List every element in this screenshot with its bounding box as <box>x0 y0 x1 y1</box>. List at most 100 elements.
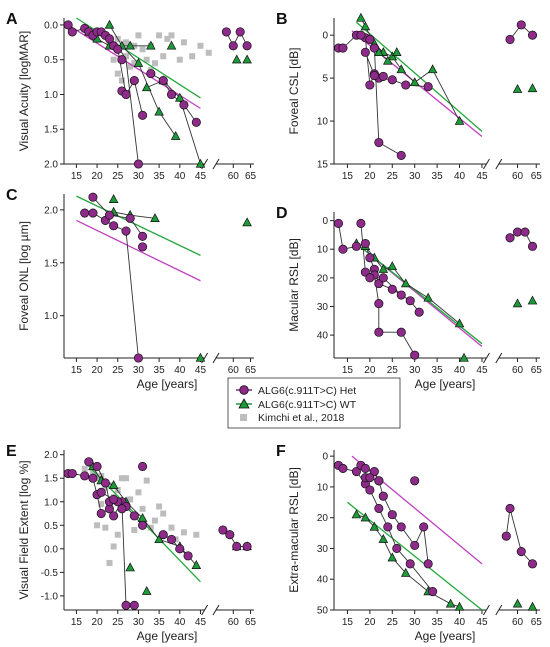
axis-break-mark <box>212 604 220 616</box>
panel-letter: C <box>6 187 18 204</box>
x-tick-label: 30 <box>409 171 421 182</box>
kimchi-point <box>189 53 196 60</box>
x-tick-label: 45 <box>476 617 488 628</box>
het-point <box>396 522 406 532</box>
het-point <box>129 76 139 86</box>
wt-point <box>133 57 144 67</box>
het-point <box>338 463 348 474</box>
x-tick-label: 65 <box>245 617 257 628</box>
het-connecting-line <box>92 196 143 237</box>
kimchi-point <box>160 53 167 60</box>
het-point <box>104 210 115 220</box>
het-point <box>221 27 231 37</box>
het-point <box>117 55 127 65</box>
x-tick-label: 20 <box>92 365 104 376</box>
kimchi-point <box>180 39 187 46</box>
y-tick-label: 40 <box>317 331 329 342</box>
x-tick-label: 40 <box>454 365 466 376</box>
x-tick-label: 15 <box>342 171 354 182</box>
het-point <box>501 531 511 541</box>
x-tick-label: 25 <box>112 617 124 628</box>
x-axis-title: Age [years] <box>137 629 198 643</box>
wt-point <box>356 12 366 22</box>
wt-point <box>512 598 523 608</box>
axis-break-mark <box>483 604 490 616</box>
kimchi-point <box>176 56 183 63</box>
wt-point <box>512 84 523 93</box>
het-point <box>505 34 515 45</box>
y-tick-label: 15 <box>317 160 329 171</box>
x-tick-label: 30 <box>133 171 145 182</box>
y-tick-label: -0.5 <box>41 568 59 579</box>
het-point <box>527 241 538 251</box>
x-tick-label: 25 <box>387 365 399 376</box>
y-tick-label: 1.0 <box>44 497 58 508</box>
kimchi-point <box>110 543 117 550</box>
het-point <box>133 353 143 363</box>
y-tick-label: 2.0 <box>44 450 58 461</box>
wt-point <box>195 158 206 168</box>
kimchi-point <box>114 531 121 538</box>
kimchi-point <box>160 510 167 517</box>
het-point <box>365 34 375 45</box>
het-point <box>365 473 375 483</box>
het-point <box>520 227 530 237</box>
het-point <box>242 41 252 51</box>
kimchi-point <box>123 39 130 46</box>
het-point <box>387 284 397 294</box>
x-tick-label: 20 <box>364 365 376 376</box>
wt-point <box>512 298 523 308</box>
y-tick-label: 30 <box>317 302 329 313</box>
het-point <box>129 511 139 521</box>
het-point <box>138 461 148 472</box>
het-point <box>378 491 388 501</box>
panel-d: 0 10 20 30 40 15 20 25 30 35 40 45 60 65 D Macular RSL … <box>276 205 542 391</box>
x-tick-label: 25 <box>387 617 399 628</box>
het-connecting-line <box>225 30 248 47</box>
het-point <box>166 89 177 100</box>
het-point <box>109 511 119 521</box>
wt-point <box>175 92 185 102</box>
wt-connecting-line <box>146 80 201 165</box>
het-point <box>63 20 73 30</box>
wt-point <box>351 509 362 519</box>
het-connecting-line <box>162 534 189 557</box>
y-tick-label: 30 <box>317 544 329 555</box>
het-regression-line <box>76 219 201 282</box>
het-point <box>138 231 148 241</box>
wt-point <box>242 54 252 64</box>
het-point <box>396 327 406 337</box>
x-tick-label: 40 <box>174 171 186 182</box>
wt-point <box>454 318 465 328</box>
wt-point <box>195 352 206 362</box>
wt-point <box>360 512 371 522</box>
het-connecting-line <box>84 212 139 359</box>
kimchi-point <box>102 524 109 531</box>
kimchi-point <box>131 60 138 67</box>
kimchi-point <box>135 489 142 496</box>
het-point <box>410 540 420 550</box>
kimchi-point <box>197 42 204 49</box>
het-point <box>235 27 245 37</box>
kimchi-point <box>94 522 101 529</box>
kimchi-point <box>118 77 125 84</box>
y-tick-label: 1.5 <box>44 125 58 136</box>
x-axis-title: Age [years] <box>415 377 476 391</box>
y-tick-label: -1.0 <box>41 591 59 602</box>
kimchi-point <box>114 70 121 77</box>
het-point <box>67 27 77 37</box>
x-tick-label: 60 <box>228 617 240 628</box>
wt-point <box>378 264 389 273</box>
kimchi-point <box>81 465 88 472</box>
y-tick-label: 40 <box>317 575 329 586</box>
wt-point <box>387 552 398 562</box>
wt-point <box>387 261 398 271</box>
y-tick-label: 0 <box>322 216 328 227</box>
het-point <box>365 253 375 263</box>
y-tick-label: 2.0 <box>44 205 58 216</box>
het-point <box>428 586 438 597</box>
het-point <box>414 307 424 317</box>
het-point <box>383 522 393 532</box>
het-point <box>356 218 366 229</box>
